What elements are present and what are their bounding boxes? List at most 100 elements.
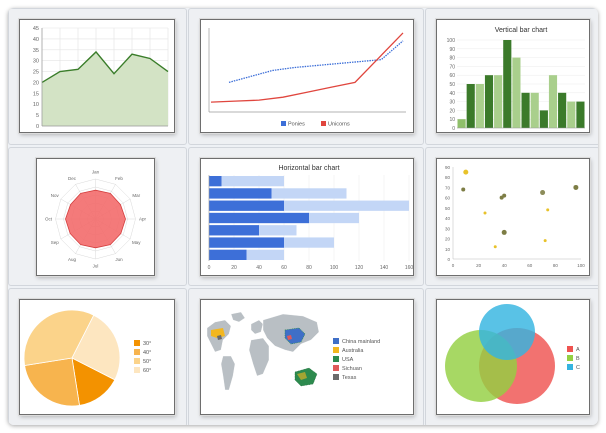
scatter-x-tick: 40 <box>502 263 508 268</box>
vbar-y-tick: 100 <box>447 38 456 44</box>
scatter-y-tick: 10 <box>445 247 451 252</box>
area-y-tick: 5 <box>36 113 39 119</box>
line-chart: Ponies Unicorns <box>208 28 406 128</box>
area-y-tick: 15 <box>33 91 39 97</box>
scatter-chart-card[interactable]: 0 10 20 30 40 50 60 70 80 90 0 20 40 60 80 100 <box>436 158 590 276</box>
venn-legend-label: C <box>576 365 580 371</box>
vbar-y-tick: 50 <box>449 82 455 88</box>
map-china-mainland <box>284 327 306 345</box>
radar-chart-card[interactable]: Jan Feb Mar Apr May Jun Jul Aug Sep Oct Nov Dec <box>36 158 155 276</box>
cell-scatter-chart: 0 10 20 30 40 50 60 70 80 90 0 20 40 60 80 100 <box>425 147 598 286</box>
scatter-x-tick: 100 <box>577 263 585 268</box>
vbar-bar <box>503 40 512 128</box>
geo-map-card[interactable]: China mainland Australia USA Sichuan Texas <box>200 299 414 415</box>
legend-swatch-ponies <box>281 121 286 126</box>
scatter-point <box>573 184 579 190</box>
map-legend-swatch <box>333 347 339 353</box>
cell-area-chart: 0 5 10 15 20 25 30 35 40 45 <box>8 8 187 145</box>
vbar-y-tick: 30 <box>449 100 455 106</box>
area-line <box>41 50 169 84</box>
hbar-bar-secondary <box>209 200 409 211</box>
hbar-bar-secondary <box>209 176 284 187</box>
hbar-x-tick: 0 <box>208 265 211 271</box>
vertical-bar-chart-card[interactable]: Vertical bar chart 0 10 20 30 40 50 60 70 80 90 100 <box>436 19 590 133</box>
scatter-y-tick: 80 <box>445 175 451 180</box>
hbar-x-tick: 20 <box>231 265 237 271</box>
area-chart: 0 5 10 15 20 25 30 35 40 45 <box>33 26 169 130</box>
hbar-x-tick: 120 <box>355 265 364 271</box>
area-chart-card[interactable]: 0 5 10 15 20 25 30 35 40 45 <box>19 19 175 133</box>
scatter-x-tick: 20 <box>476 263 482 268</box>
pie-slice <box>71 314 121 381</box>
hbar-bar-primary <box>209 200 284 211</box>
radar-label: Mar <box>132 193 140 198</box>
vbar-y-tick: 60 <box>449 73 455 79</box>
scatter-y-tick: 20 <box>445 237 451 242</box>
radar-label: Jun <box>115 257 123 262</box>
map-greenland <box>230 311 246 323</box>
legend-label-unicorns: Unicorns <box>328 122 350 128</box>
area-y-tick: 0 <box>36 124 39 130</box>
radar-label: Dec <box>68 176 77 181</box>
hbar-bar-primary <box>209 249 247 260</box>
radar-label: Oct <box>45 217 53 222</box>
vbar-bar <box>466 84 475 128</box>
cell-vertical-bar-chart: Vertical bar chart 0 10 20 30 40 50 60 70 80 90 100 <box>425 8 598 145</box>
radar-label: Nov <box>51 193 60 198</box>
scatter-y-tick: 50 <box>445 206 451 211</box>
map-usa <box>211 328 225 338</box>
area-y-tick: 10 <box>33 102 39 108</box>
vbar-bar <box>530 92 539 128</box>
map-texas <box>217 335 222 340</box>
area-y-tick: 35 <box>33 48 39 54</box>
scatter-point <box>493 245 497 249</box>
venn-legend-label: B <box>576 356 580 362</box>
hbar-bar-primary <box>209 176 222 187</box>
scatter-point <box>463 169 469 175</box>
vbar-bar <box>484 75 494 128</box>
line-chart-card[interactable]: Ponies Unicorns <box>200 19 414 133</box>
vbar-y-tick: 70 <box>449 64 455 70</box>
line-series-ponies <box>228 40 404 83</box>
pie-legend-label: 50° <box>143 359 151 365</box>
scatter-point <box>502 193 507 198</box>
map-legend-swatch <box>333 338 339 344</box>
horizontal-bar-chart-card[interactable]: Horizontal bar chart 0 20 40 60 80 100 120 140 16… <box>200 158 414 276</box>
scatter-y-tick: 30 <box>445 226 451 231</box>
vbar-bar <box>475 84 484 128</box>
venn-legend-swatch <box>567 355 573 361</box>
cell-horizontal-bar-chart: Horizontal bar chart 0 20 40 60 80 100 120 140 16… <box>188 147 424 286</box>
area-y-tick: 30 <box>33 59 39 65</box>
radar-label: Jan <box>92 170 100 175</box>
pie-legend-swatch <box>134 358 140 364</box>
hbar-bar-primary <box>209 225 259 236</box>
pie-legend-swatch <box>134 340 140 346</box>
vbar-bar <box>567 101 576 128</box>
hbar-x-tick: 40 <box>256 265 262 271</box>
radar-label: Apr <box>139 217 147 222</box>
cell-geo-map: China mainland Australia USA Sichuan Texas <box>188 288 424 425</box>
hbar-x-tick: 60 <box>281 265 287 271</box>
vbar-bar <box>521 92 530 128</box>
radar-area <box>65 189 126 249</box>
pie-slice <box>23 309 95 366</box>
scatter-chart: 0 10 20 30 40 50 60 70 80 90 0 20 40 60 80 100 <box>445 165 585 268</box>
map-legend-label: China mainland <box>342 339 380 345</box>
venn-legend-swatch <box>567 364 573 370</box>
venn-circle-c <box>479 304 535 360</box>
map-legend-label: Australia <box>342 348 364 354</box>
map-legend-label: Sichuan <box>342 366 362 372</box>
hbar-x-tick: 160 <box>405 265 413 271</box>
venn-diagram: ABC <box>445 304 580 404</box>
pie-chart-card[interactable]: 30° 40° 50° 60° <box>19 299 175 415</box>
pie-legend-swatch <box>134 367 140 373</box>
pie-legend-swatch <box>134 349 140 355</box>
map-legend-swatch <box>333 356 339 362</box>
map-south-america <box>220 355 236 391</box>
map-legend-swatch <box>333 374 339 380</box>
vbar-bar <box>558 92 567 128</box>
radar-label: Sep <box>51 240 60 245</box>
scatter-point <box>501 229 507 235</box>
